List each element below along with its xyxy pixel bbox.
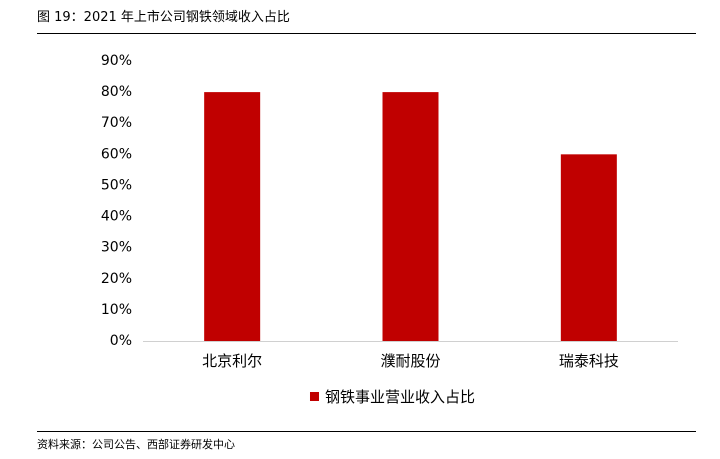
figure-title: 图 19：2021 年上市公司钢铁领域收入占比 bbox=[37, 10, 290, 25]
x-tick-label: 瑞泰科技 bbox=[559, 352, 619, 370]
y-axis-ticks: 0% 10% 20% 30% 40% 50% 60% 70% 80% 90% bbox=[101, 53, 132, 349]
bars bbox=[204, 92, 617, 341]
legend-swatch bbox=[309, 392, 319, 401]
y-tick-label: 90% bbox=[101, 53, 132, 69]
y-tick-label: 50% bbox=[101, 177, 132, 193]
bar bbox=[560, 154, 617, 341]
bar bbox=[204, 92, 261, 341]
x-axis-labels: 北京利尔 濮耐股份 瑞泰科技 bbox=[202, 352, 619, 370]
x-tick-label: 濮耐股份 bbox=[380, 352, 440, 370]
x-tick-label: 北京利尔 bbox=[202, 352, 262, 370]
y-tick-label: 20% bbox=[101, 271, 132, 287]
y-tick-label: 70% bbox=[101, 115, 132, 131]
bar bbox=[382, 92, 439, 341]
legend-label: 钢铁事业营业收入占比 bbox=[325, 388, 475, 406]
y-tick-label: 80% bbox=[101, 84, 132, 100]
y-tick-label: 30% bbox=[101, 240, 132, 256]
source-note: 资料来源：公司公告、西部证券研发中心 bbox=[37, 438, 235, 451]
y-tick-label: 60% bbox=[101, 146, 132, 162]
y-tick-label: 40% bbox=[101, 209, 132, 225]
title-divider bbox=[37, 33, 696, 34]
y-tick-label: 10% bbox=[101, 302, 132, 318]
y-tick-label: 0% bbox=[110, 333, 132, 349]
legend: 钢铁事业营业收入占比 bbox=[309, 388, 475, 406]
source-divider bbox=[37, 431, 696, 432]
